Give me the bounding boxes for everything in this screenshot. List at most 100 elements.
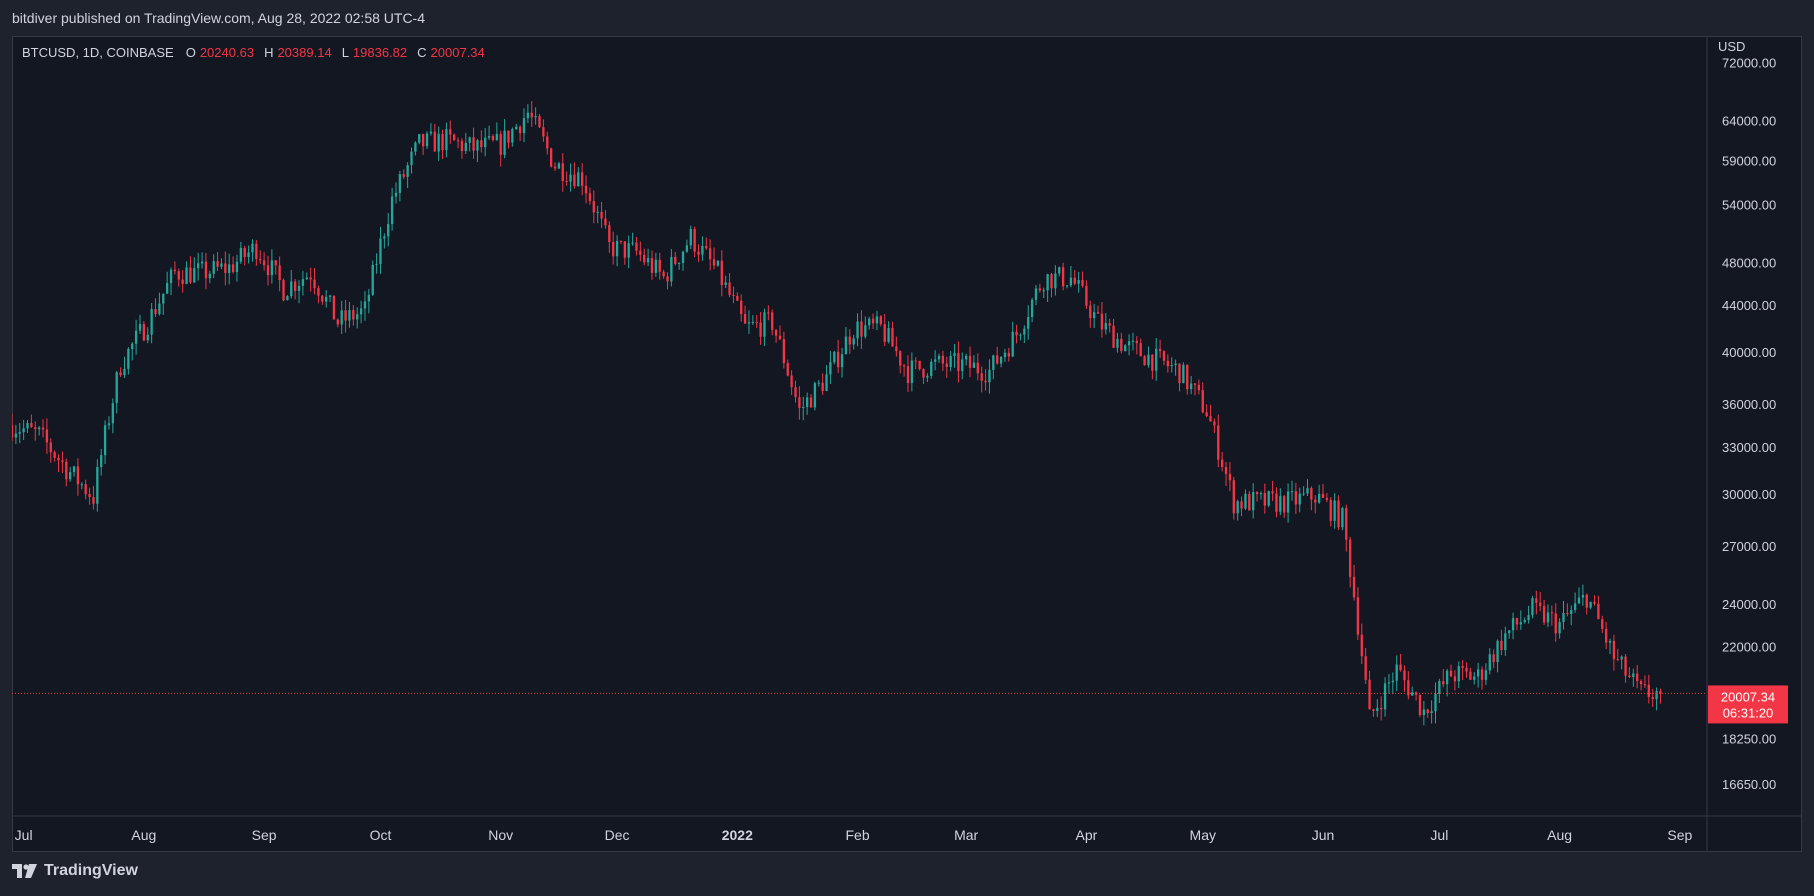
candle-down [1220, 459, 1224, 468]
time-tick-label: Oct [370, 827, 392, 843]
candle-down [697, 251, 700, 255]
candle-down [581, 172, 584, 186]
candle-down [1492, 654, 1495, 663]
candle-up [301, 279, 305, 286]
candle-down [499, 133, 502, 155]
candle-down [1426, 709, 1429, 714]
candle-up [138, 324, 142, 331]
time-axis[interactable]: Jul Aug Sep Oct Nov Dec 2022 Feb Mar Apr May Jun Jul… [15, 827, 1693, 843]
candle-up [1655, 691, 1658, 700]
candle-down [798, 397, 801, 408]
candle-up [270, 260, 274, 276]
candle-down [1038, 288, 1042, 291]
price-axis[interactable]: 72000.00 64000.00 59000.00 54000.00 48000.00… [1722, 56, 1776, 792]
candle-up [100, 455, 103, 468]
candle-up [297, 285, 301, 291]
candle-up [689, 229, 692, 246]
price-tick-label: 27000.00 [1722, 539, 1776, 554]
candle-down [1193, 383, 1197, 385]
candle-down [1217, 425, 1220, 460]
candle-down [224, 263, 227, 273]
candle-up [1608, 640, 1612, 643]
candle-down [600, 211, 603, 219]
candle-up [685, 245, 689, 252]
legend-symbol[interactable]: BTCUSD, 1D, COINBASE [22, 45, 174, 60]
candle-up [1484, 670, 1488, 680]
candle-down [1015, 331, 1018, 336]
candle-down [1263, 493, 1266, 506]
candle-down [1616, 659, 1619, 661]
candle-up [1170, 365, 1173, 367]
price-tick-label: 18250.00 [1722, 732, 1776, 747]
candle-down [1325, 497, 1329, 500]
candle-down [530, 112, 533, 118]
candle-down [650, 258, 654, 273]
legend-close-value: 20007.34 [430, 45, 485, 60]
candle-up [557, 163, 561, 169]
candle-up [228, 264, 231, 273]
candle-up [972, 362, 976, 368]
candle-up [495, 133, 499, 141]
candle-up [515, 126, 518, 130]
candle-up [162, 293, 165, 304]
candle-down [317, 288, 320, 296]
candle-down [266, 265, 270, 276]
candle-down [1368, 679, 1371, 710]
candle-down [344, 310, 347, 321]
candle-up [864, 325, 867, 337]
candle-up [1573, 603, 1577, 610]
candle-up [367, 294, 371, 302]
price-chart[interactable]: 72000.00 64000.00 59000.00 54000.00 48000.00… [12, 36, 1802, 852]
candle-down [755, 322, 758, 324]
candle-down [1248, 493, 1251, 511]
candle-up [1496, 640, 1499, 663]
candle-down [1380, 707, 1383, 710]
candle-up [235, 261, 239, 273]
candle-up [1267, 491, 1270, 506]
time-tick-label: Sep [1667, 827, 1692, 843]
candle-up [251, 243, 254, 253]
candle-up [398, 174, 402, 193]
candle-down [1314, 499, 1317, 503]
plot-area[interactable] [13, 37, 1707, 815]
candle-down [879, 316, 882, 325]
candle-up [1422, 709, 1426, 715]
candle-down [321, 295, 324, 302]
publisher-line: bitdiver published on TradingView.com, A… [12, 10, 425, 26]
candle-down [1209, 416, 1212, 422]
candle-down [899, 351, 902, 366]
candle-down [453, 134, 456, 141]
candle-up [18, 432, 21, 434]
candle-up [239, 247, 243, 262]
candle-down [1151, 354, 1154, 371]
candle-down [154, 309, 157, 315]
candle-up [123, 368, 126, 376]
candle-down [119, 372, 122, 376]
legend-open-key: O [185, 45, 196, 60]
candle-down [693, 229, 696, 252]
candle-down [472, 137, 475, 151]
candle-down [1469, 671, 1472, 680]
time-tick-label: May [1190, 827, 1216, 843]
candle-down [278, 265, 281, 281]
legend-high-key: H [264, 45, 274, 60]
candle-down [449, 129, 452, 135]
candle-down [1480, 669, 1484, 680]
tradingview-footer[interactable]: TradingView [12, 862, 138, 880]
candle-down [604, 218, 607, 226]
candle-up [1376, 707, 1379, 711]
candle-down [1601, 619, 1604, 629]
candle-up [1069, 277, 1073, 286]
candle-up [387, 224, 390, 237]
candle-down [639, 250, 642, 255]
candle-up [115, 372, 118, 404]
candle-up [1476, 669, 1480, 677]
candle-up [406, 165, 409, 177]
candle-up [425, 133, 429, 147]
candle-down [243, 247, 246, 258]
candle-up [681, 251, 685, 263]
candle-down [1403, 670, 1406, 681]
candle-down [895, 346, 898, 352]
candle-down [1089, 305, 1092, 318]
candle-up [1511, 618, 1515, 631]
